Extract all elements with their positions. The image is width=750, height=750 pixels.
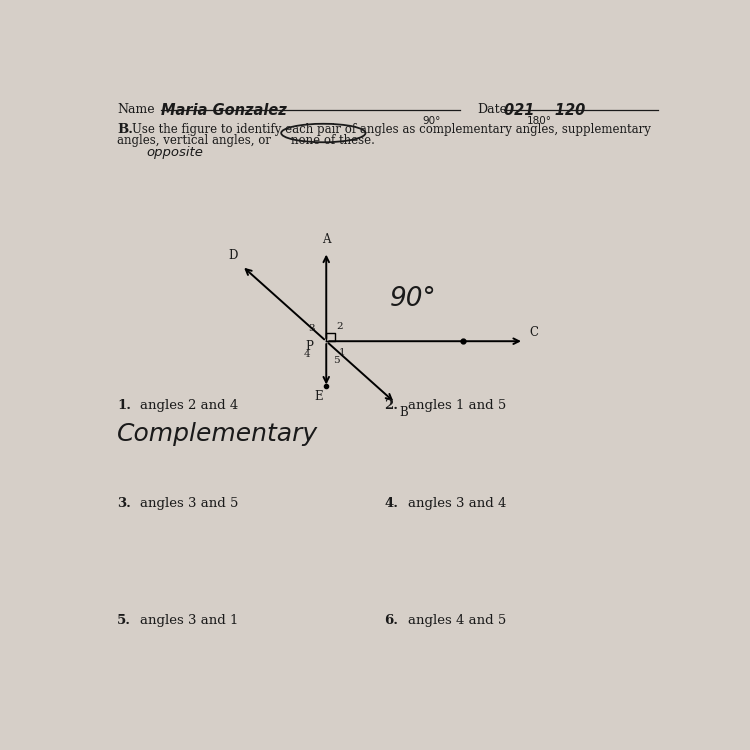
Text: B: B [400,406,408,419]
Text: 90°: 90° [422,116,440,126]
Text: angles, vertical angles, or: angles, vertical angles, or [117,134,271,148]
Text: angles 1 and 5: angles 1 and 5 [408,399,506,412]
Text: Name: Name [117,103,154,116]
Text: 5: 5 [333,356,340,365]
Text: angles 4 and 5: angles 4 and 5 [408,614,506,627]
Text: 3: 3 [308,324,315,333]
Text: E: E [315,390,323,404]
Text: 90°: 90° [390,286,437,312]
Text: opposite: opposite [146,146,203,159]
Text: none of these.: none of these. [291,134,375,148]
Text: 5.: 5. [117,614,131,627]
Text: Maria Gonzalez: Maria Gonzalez [160,103,286,118]
Text: 4: 4 [303,350,310,359]
Text: 6.: 6. [384,614,398,627]
Text: 3.: 3. [117,497,130,510]
Text: angles 2 and 4: angles 2 and 4 [140,399,238,412]
Text: angles 3 and 5: angles 3 and 5 [140,497,238,510]
Text: Date: Date [477,103,507,116]
Text: C: C [530,326,538,339]
Text: 180°: 180° [526,116,552,126]
Text: Complementary: Complementary [117,422,318,446]
Text: 2.: 2. [384,399,398,412]
Text: 1: 1 [339,348,346,357]
Text: angles 3 and 1: angles 3 and 1 [140,614,238,627]
Text: angles 3 and 4: angles 3 and 4 [408,497,506,510]
Text: D: D [228,250,237,262]
Text: 021    120: 021 120 [503,103,585,118]
Text: A: A [322,233,331,246]
Text: B.: B. [117,123,133,136]
Text: 1.: 1. [117,399,131,412]
Text: 2: 2 [337,322,344,331]
Text: 4.: 4. [384,497,398,510]
Text: Use the figure to identify each pair of angles as complementary angles, suppleme: Use the figure to identify each pair of … [131,123,650,136]
Text: P: P [305,340,314,353]
